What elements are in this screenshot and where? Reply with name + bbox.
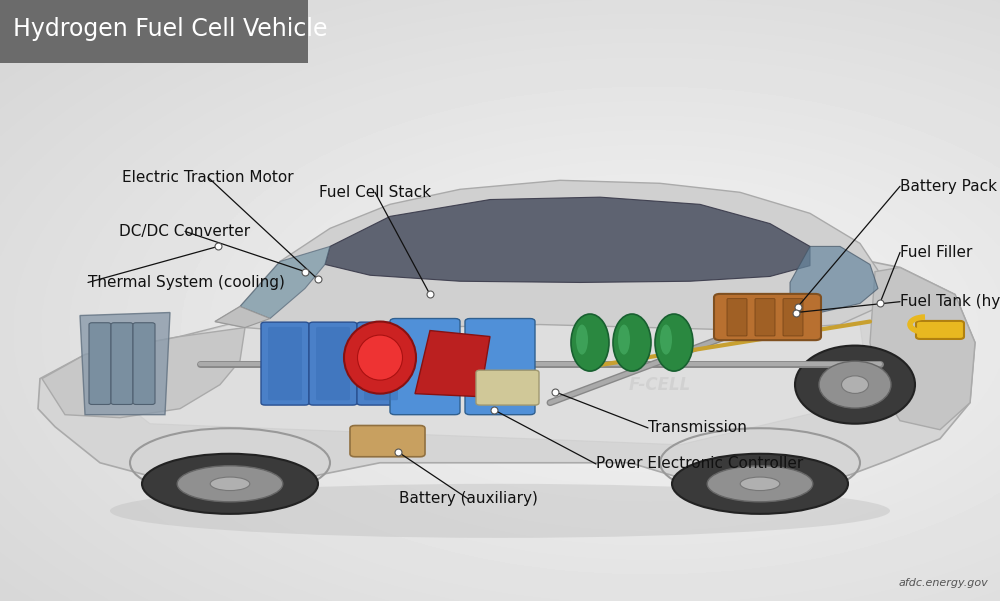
- Ellipse shape: [618, 325, 630, 355]
- FancyBboxPatch shape: [261, 322, 309, 405]
- FancyBboxPatch shape: [133, 323, 155, 404]
- Ellipse shape: [177, 466, 283, 502]
- Text: Power Electronic Controller: Power Electronic Controller: [596, 457, 803, 471]
- Text: Fuel Cell Stack: Fuel Cell Stack: [319, 185, 431, 200]
- Ellipse shape: [344, 322, 416, 394]
- Polygon shape: [42, 328, 245, 418]
- FancyBboxPatch shape: [390, 319, 460, 415]
- Text: afdc.energy.gov: afdc.energy.gov: [898, 578, 988, 588]
- FancyBboxPatch shape: [783, 299, 803, 336]
- Ellipse shape: [571, 314, 609, 371]
- Text: Thermal System (cooling): Thermal System (cooling): [88, 275, 285, 290]
- Ellipse shape: [358, 335, 402, 380]
- Polygon shape: [38, 252, 975, 490]
- FancyBboxPatch shape: [727, 299, 747, 336]
- FancyBboxPatch shape: [350, 426, 425, 457]
- FancyBboxPatch shape: [916, 321, 964, 339]
- Ellipse shape: [740, 477, 780, 490]
- Polygon shape: [790, 246, 878, 313]
- Polygon shape: [215, 307, 270, 328]
- Text: Transmission: Transmission: [648, 421, 747, 435]
- Polygon shape: [240, 246, 330, 319]
- FancyBboxPatch shape: [364, 327, 398, 400]
- FancyBboxPatch shape: [465, 319, 535, 415]
- Ellipse shape: [819, 361, 891, 408]
- Ellipse shape: [613, 314, 651, 371]
- Text: Hydrogen Fuel Cell Vehicle: Hydrogen Fuel Cell Vehicle: [13, 17, 328, 41]
- Ellipse shape: [142, 454, 318, 514]
- Text: Electric Traction Motor: Electric Traction Motor: [122, 170, 294, 185]
- Ellipse shape: [795, 346, 915, 424]
- Text: F-CELL: F-CELL: [629, 376, 691, 394]
- FancyBboxPatch shape: [0, 0, 308, 63]
- FancyBboxPatch shape: [755, 299, 775, 336]
- Ellipse shape: [110, 484, 890, 538]
- Ellipse shape: [842, 376, 868, 394]
- Text: Battery (auxiliary): Battery (auxiliary): [399, 492, 537, 506]
- Ellipse shape: [672, 454, 848, 514]
- FancyBboxPatch shape: [714, 294, 821, 340]
- Polygon shape: [100, 294, 870, 445]
- Text: Fuel Tank (hydrogen): Fuel Tank (hydrogen): [900, 294, 1000, 309]
- Ellipse shape: [707, 466, 813, 502]
- Polygon shape: [80, 313, 170, 415]
- Ellipse shape: [576, 325, 588, 355]
- Polygon shape: [325, 197, 810, 282]
- Ellipse shape: [655, 314, 693, 371]
- FancyBboxPatch shape: [111, 323, 133, 404]
- Ellipse shape: [210, 477, 250, 490]
- FancyBboxPatch shape: [268, 327, 302, 400]
- Polygon shape: [870, 267, 975, 430]
- Polygon shape: [215, 180, 880, 334]
- FancyBboxPatch shape: [89, 323, 111, 404]
- Polygon shape: [415, 331, 490, 397]
- FancyBboxPatch shape: [476, 370, 539, 405]
- FancyBboxPatch shape: [316, 327, 350, 400]
- Ellipse shape: [660, 325, 672, 355]
- Text: Battery Pack: Battery Pack: [900, 179, 997, 194]
- FancyBboxPatch shape: [309, 322, 357, 405]
- Text: Fuel Filler: Fuel Filler: [900, 245, 972, 260]
- Text: DC/DC Converter: DC/DC Converter: [119, 224, 251, 239]
- FancyBboxPatch shape: [357, 322, 405, 405]
